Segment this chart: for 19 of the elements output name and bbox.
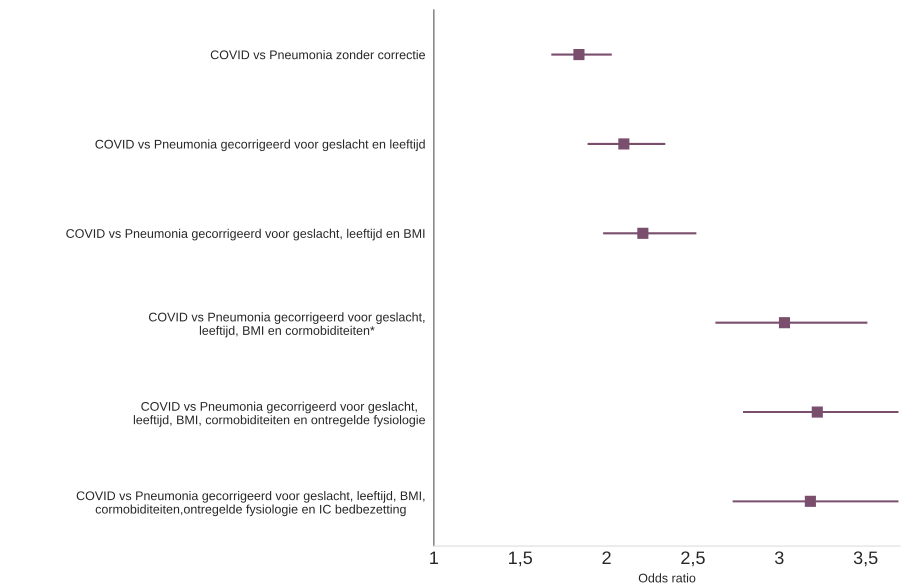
point	[618, 138, 630, 150]
x-tick-label: 2	[602, 551, 611, 564]
x-tick-label: 1,5	[509, 552, 532, 566]
point	[804, 496, 816, 507]
x-tick-label: 1	[430, 552, 438, 564]
y-tick-label: COVID vs Pneumonia gecorrigeerd voor geslacht, leeftijd, BMI, cormobiditeiten,ontregelde fysiologie en IC bedbezetting	[76, 491, 424, 516]
point	[637, 228, 648, 239]
point	[812, 406, 823, 418]
x-tick-label: 3	[774, 551, 784, 564]
y-tick-label: COVID vs Pneumonia gecorrigeerd voor geslacht, leeftijd en BMI	[66, 228, 424, 240]
point	[778, 317, 790, 328]
x-tick-label: 2,5	[681, 551, 705, 566]
y-tick-label: COVID vs Pneumonia zonder correctie	[210, 50, 425, 60]
y-tick-label: COVID vs Pneumonia gecorrigeerd voor geslacht, leeftijd, BMI en cormobiditeiten*	[148, 312, 424, 338]
y-tick-label: COVID vs Pneumonia gecorrigeerd voor geslacht en leeftijd	[95, 139, 425, 152]
y-tick-label: COVID vs Pneumonia gecorrigeerd voor geslacht, leeftijd, BMI, cormobiditeiten en ontregelde fysiologie	[134, 402, 425, 427]
point	[573, 49, 584, 60]
x-axis-title: Odds ratio	[638, 573, 696, 582]
x-tick-label: 3,5	[854, 551, 878, 566]
